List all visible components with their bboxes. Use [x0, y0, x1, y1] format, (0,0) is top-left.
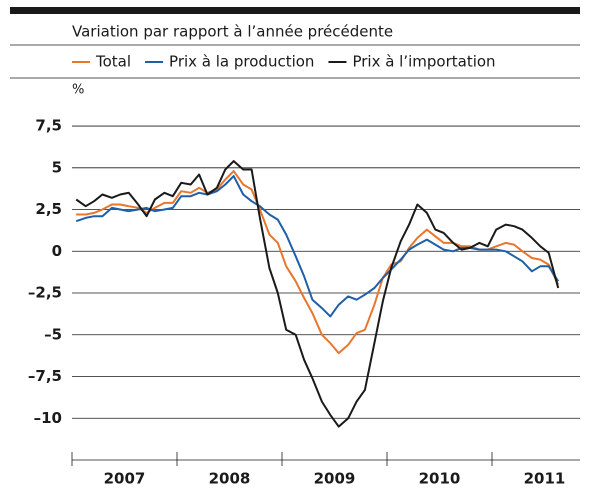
legend-label: Prix à l’importation: [352, 53, 495, 71]
y-tick-label: 7,5: [35, 117, 62, 135]
y-tick-label: –2,5: [28, 284, 62, 302]
chart-subtitle: Variation par rapport à l’année précéden…: [72, 23, 393, 41]
x-tick-label: 2008: [209, 470, 251, 488]
x-tick-label: 2007: [104, 470, 146, 488]
legend-label: Prix à la production: [169, 53, 314, 71]
top-bar: [10, 7, 580, 14]
x-tick-label: 2009: [314, 470, 356, 488]
legend-label: Total: [95, 53, 131, 71]
series-line: [75, 160, 560, 428]
y-tick-label: 2,5: [35, 200, 62, 218]
unit-label: %: [72, 83, 84, 98]
x-tick-label: 2010: [419, 470, 461, 488]
y-tick-label: –7,5: [28, 367, 62, 385]
y-tick-label: –5: [44, 325, 62, 343]
y-tick-label: –10: [34, 409, 62, 427]
series-line: [75, 175, 560, 318]
y-tick-label: 0: [52, 242, 62, 260]
series-line: [76, 170, 560, 355]
y-tick-label: 5: [52, 158, 62, 176]
x-tick-label: 2011: [524, 470, 566, 488]
legend: Total Prix à la production Prix à l’import…: [72, 53, 496, 71]
